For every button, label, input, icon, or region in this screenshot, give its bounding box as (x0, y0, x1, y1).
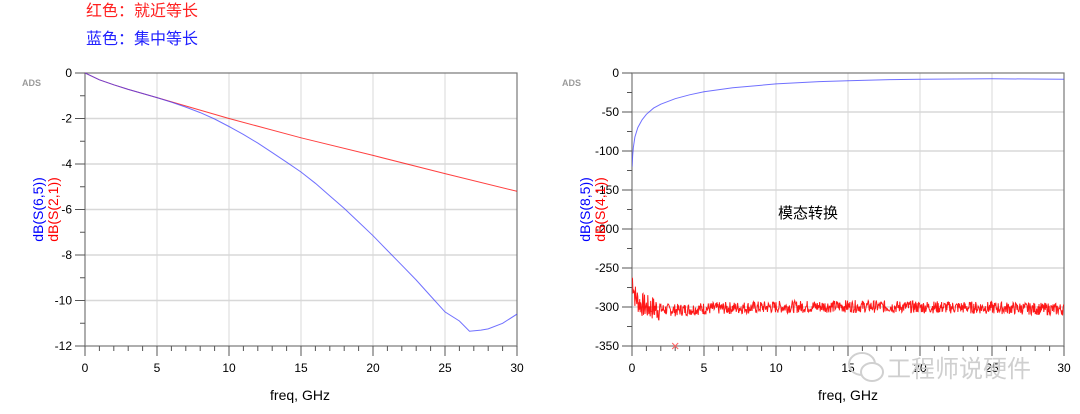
y-tick-label: -6 (61, 203, 72, 217)
legend-note-red: 红色：就近等长 (86, 1, 199, 20)
x-tick-label: 20 (366, 361, 380, 375)
x-tick-label: 30 (1057, 361, 1071, 375)
y-tick-label: -100 (595, 144, 619, 158)
x-tick-label: 20 (913, 361, 927, 375)
y-tick-label: -300 (595, 300, 619, 314)
y-tick-label: -8 (61, 248, 72, 262)
x-axis-title: freq, GHz (818, 387, 878, 403)
y-tick-label: -200 (595, 222, 619, 236)
series-line (632, 277, 1064, 321)
y-tick-label: -250 (595, 261, 619, 275)
x-tick-label: 25 (438, 361, 452, 375)
x-tick-label: 15 (294, 361, 308, 375)
y-tick-label: 0 (612, 66, 619, 80)
y-tick-label: -4 (61, 157, 72, 171)
y-tick-label: -10 (55, 294, 73, 308)
series-line (632, 78, 1064, 167)
watermark: 工程师说硬件 (848, 352, 1031, 383)
y-tick-label: -150 (595, 183, 619, 197)
y-tick-label: -12 (55, 339, 73, 353)
x-tick-label: 25 (985, 361, 999, 375)
x-tick-label: 10 (222, 361, 236, 375)
x-tick-label: 30 (510, 361, 524, 375)
y-axis-title: dB(S(8,5))dB(S(4,1)) (577, 177, 608, 242)
x-tick-label: 5 (154, 361, 161, 375)
y-tick-label: -350 (595, 339, 619, 353)
series-line (85, 72, 517, 332)
x-tick-label: 0 (629, 361, 636, 375)
watermark-text: 工程师说硬件 (887, 355, 1031, 383)
chart-2: 0 5 10 15 20 25 300-50-100-150-200-250-300-350… (562, 66, 1071, 403)
y-tick-label: -50 (602, 105, 620, 119)
ads-logo: ADS (562, 78, 581, 88)
marker-x-icon (671, 342, 679, 350)
x-tick-label: 10 (769, 361, 783, 375)
chart-1: 0 5 10 15 20 25 30 0 -2 -4 -6 -8 -10 -12 freq, GHz dB(S… (22, 66, 524, 403)
x-tick-label: 5 (701, 361, 708, 375)
x-tick-label: 0 (82, 361, 89, 375)
legend-note-blue: 蓝色：集中等长 (86, 29, 199, 48)
y-tick-label: -2 (61, 112, 72, 126)
ads-logo: ADS (22, 78, 41, 88)
x-axis-title: freq, GHz (270, 387, 330, 403)
chart-annotation: 模态转换 (778, 204, 838, 222)
y-axis-title: dB(S(6,5))dB(S(2,1)) (30, 177, 61, 242)
wechat-icon-bubble (860, 362, 884, 382)
y-tick-label: 0 (65, 66, 72, 80)
